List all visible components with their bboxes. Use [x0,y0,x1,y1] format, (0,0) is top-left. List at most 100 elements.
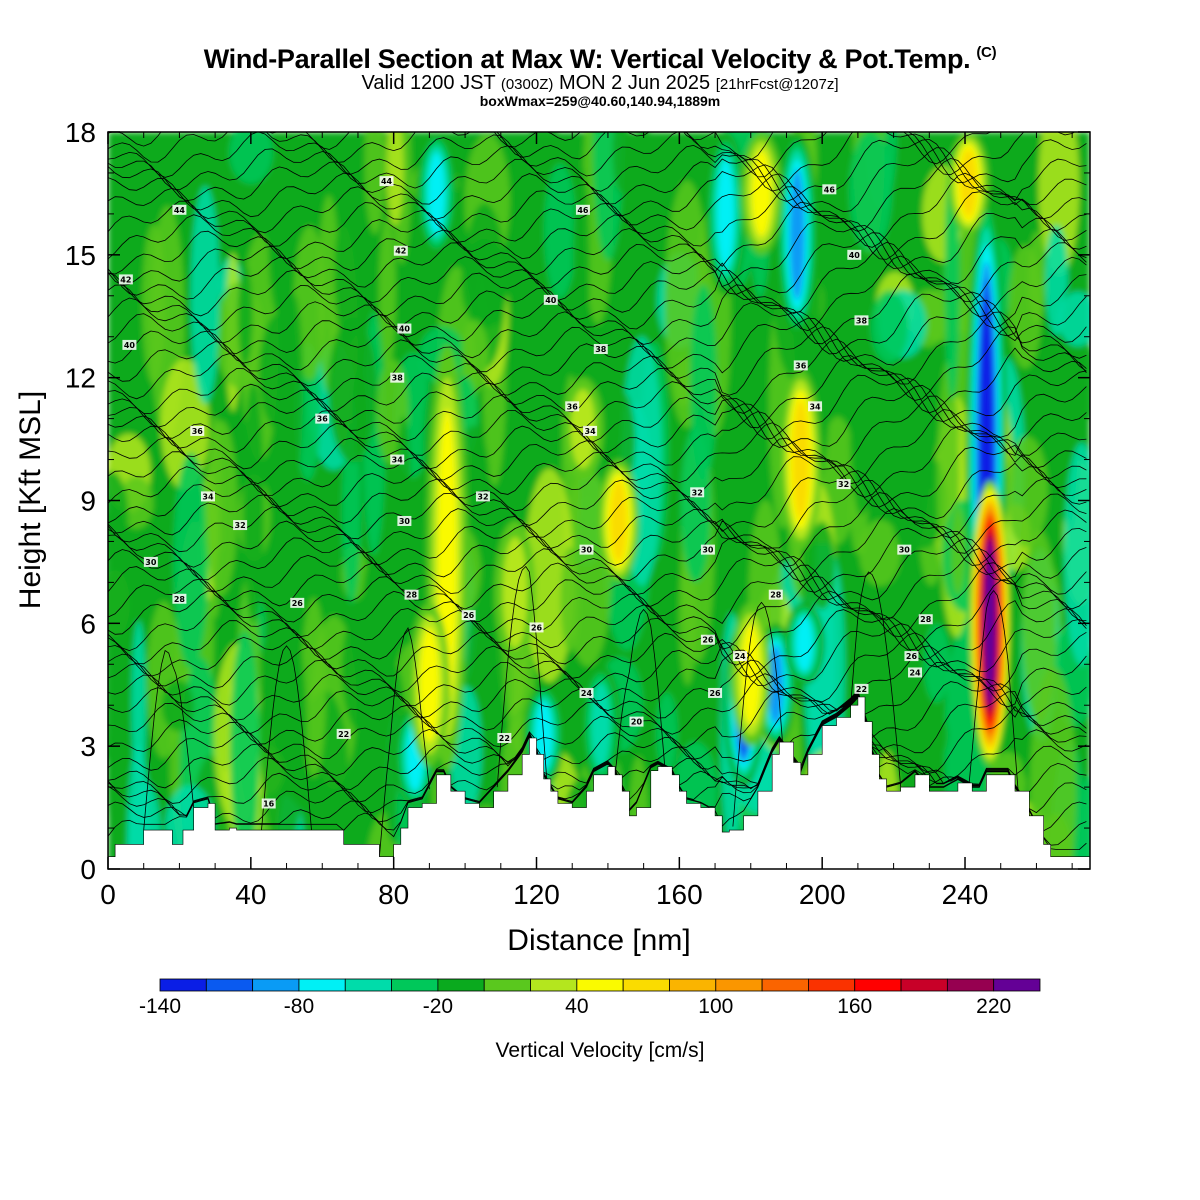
isentrope-line [108,355,1087,429]
isentrope-label-text: 26 [702,636,714,645]
isentrope-label: 32 [690,487,705,498]
updraft-core [984,539,996,708]
isentrope-line [108,186,1087,260]
isentrope-label: 34 [200,491,215,502]
isentrope-label-text: 34 [392,456,404,465]
isentrope-line [108,692,1087,774]
isentrope-label-text: 22 [856,685,867,694]
isentrope-label: 26 [461,610,476,621]
isentrope-label: 26 [290,597,305,608]
isentrope-label: 16 [261,798,276,809]
colorbar-tick-label: 160 [837,995,872,1018]
field-patch [612,132,631,194]
colorbar-tick-label: -80 [284,995,314,1018]
isentrope-label-bg [593,344,608,355]
field-patch [827,237,848,406]
isentrope-label: 26 [708,687,723,698]
isentrope-label: 32 [475,491,490,502]
y-axis-title: Height [Kft MSL] [14,391,47,609]
isentrope-label-text: 36 [317,415,329,424]
isentrope-label-text: 36 [795,361,807,370]
isentrope-label-text: 22 [499,734,510,743]
colorbar-swatch [344,978,392,992]
isentrope-line [614,608,666,775]
isentrope-label-text: 16 [263,799,275,808]
isentrope-label-bg [397,323,412,334]
isentrope-label-text: 26 [463,611,475,620]
isentrope-label-bg [793,360,808,371]
valid-utc: (0300Z) [500,76,554,93]
x-tick-label: 0 [100,879,116,910]
field-patch [190,185,220,404]
field-patch [560,546,580,653]
isentrope-label-bg [565,401,580,412]
isentrope-label: 22 [336,728,351,739]
isentrope-label-bg [233,520,248,531]
field-patch [108,471,129,560]
isentrope-line [108,255,1087,332]
downdraft-core [591,682,611,769]
isentrope-label-bg [690,487,705,498]
isentrope-label-text: 32 [235,521,246,530]
isentrope-label-text: 44 [381,177,393,186]
isentrope-label-bg [579,544,594,555]
isentrope-line [108,470,1087,539]
colorbar: -140 -80 -20 40 100 160 220 [139,978,1041,1018]
isentrope-line [379,627,430,857]
isentrope-label-text: 32 [838,480,849,489]
isentrope-label: 42 [118,274,133,285]
isentrope-label-bg [629,716,644,727]
colorbar-tick-label: -140 [139,995,181,1018]
isentrope-label: 24 [908,667,923,678]
isentrope-label-text: 24 [909,668,921,677]
updraft-core [610,480,627,562]
isentrope-line [968,589,1019,798]
isentrope-label-text: 36 [567,402,579,411]
y-tick-label: 15 [65,240,96,271]
updraft-core [751,150,772,237]
isentrope-line [108,374,1087,440]
isentrope-label: 40 [847,249,862,260]
field-patch [161,679,195,732]
isentrope-label: 40 [122,339,137,350]
isentrope-line [108,338,1087,414]
isentrope-label-bg [172,204,187,215]
isentrope-label-bg [475,491,490,502]
isentrope-label: 36 [190,425,205,436]
isentrope-label-text: 42 [120,275,131,284]
field-patch [341,601,389,737]
isentrope-label-bg [543,294,558,305]
isentrope-label-text: 36 [192,427,204,436]
field-patch [1005,436,1048,548]
isentrope-label-bg [461,610,476,621]
isentrope-line [108,456,1087,520]
isentrope-label: 38 [390,372,405,383]
isentrope-label: 20 [629,716,644,727]
field-patch [334,206,361,345]
field-patch [906,704,949,767]
isentrope-label: 34 [808,401,823,412]
isentrope-label-text: 38 [595,345,607,354]
isentrope-label-text: 38 [856,316,868,325]
colorbar-swatch [808,978,856,992]
isentrope-label-bg [336,728,351,739]
valid-date: MON 2 Jun 2025 [558,72,711,94]
isentrope-label-bg [390,372,405,383]
isentrope-line [108,693,1087,790]
isentrope-label-bg [700,544,715,555]
isentrope-label-text: 40 [545,296,557,305]
field-patch [342,423,361,603]
colorbar-swatch [576,978,624,992]
updraft-core [792,399,810,520]
isentrope-label-text: 44 [174,206,186,215]
isentrope-line [108,537,1087,601]
isentrope-label-bg [733,651,748,662]
updraft-core [419,627,440,743]
downdraft-core [789,168,805,300]
y-tick-label: 18 [65,117,96,148]
isentrope-label: 26 [529,622,544,633]
isentrope-line [108,284,1087,355]
isentrope-label: 30 [897,544,912,555]
isentrope-label-text: 46 [824,185,836,194]
isentrope-label: 32 [836,479,851,490]
